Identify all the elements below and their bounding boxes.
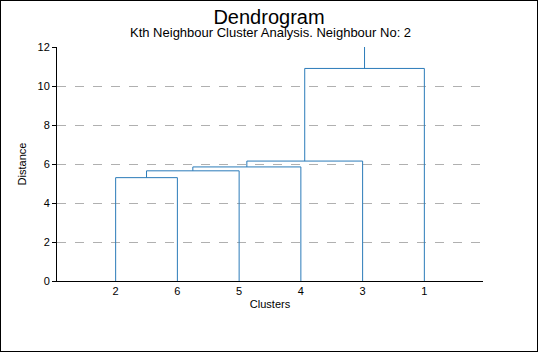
svg-text:0: 0: [44, 275, 50, 287]
svg-text:2: 2: [44, 236, 50, 248]
svg-text:6: 6: [174, 285, 180, 297]
svg-text:5: 5: [236, 285, 242, 297]
svg-text:Distance: Distance: [16, 143, 28, 186]
svg-text:Clusters: Clusters: [250, 298, 291, 310]
svg-text:10: 10: [38, 80, 50, 92]
svg-text:Dendrogram: Dendrogram: [213, 6, 324, 28]
svg-text:2: 2: [113, 285, 119, 297]
svg-text:3: 3: [360, 285, 366, 297]
svg-text:1: 1: [421, 285, 427, 297]
svg-text:4: 4: [298, 285, 304, 297]
svg-text:4: 4: [44, 197, 50, 209]
svg-text:8: 8: [44, 119, 50, 131]
svg-text:6: 6: [44, 158, 50, 170]
svg-text:12: 12: [38, 41, 50, 53]
svg-text:Kth Neighbour Cluster Analysis: Kth Neighbour Cluster Analysis. Neighbou…: [130, 25, 411, 40]
